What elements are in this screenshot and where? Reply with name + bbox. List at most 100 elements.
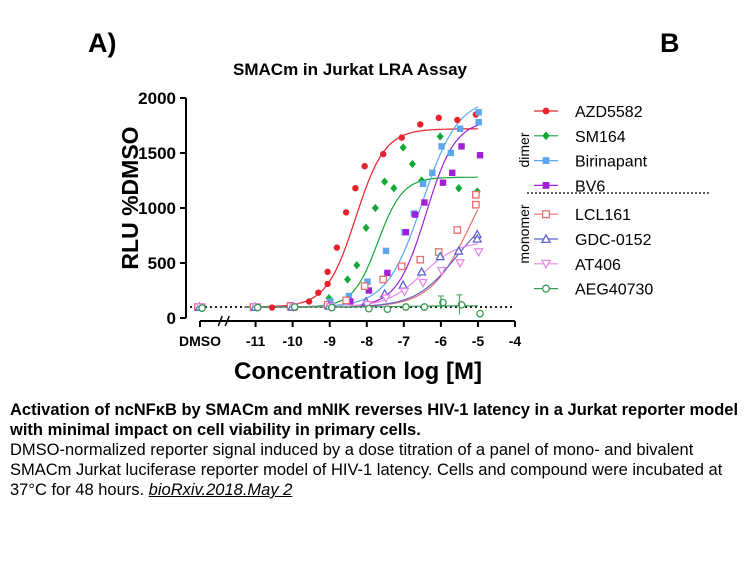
point-lcl161-6 <box>379 275 388 284</box>
point-bv6-11 <box>449 169 456 176</box>
x-tick-label-6: -6 <box>435 333 448 349</box>
point-aeg40730-3 <box>327 303 336 312</box>
series-lcl161 <box>194 190 480 311</box>
data-points <box>194 109 484 318</box>
point-azd5582-14 <box>417 121 424 128</box>
legend-label-1: SM164 <box>575 129 626 146</box>
legend-item-birinapant: Birinapant <box>534 154 648 171</box>
x-tick-label-4: -8 <box>361 333 374 349</box>
caption-body: DMSO-normalized reporter signal induced … <box>10 440 754 500</box>
point-bv6-8 <box>411 211 419 218</box>
legend-item-at406: AT406 <box>534 257 621 274</box>
series-aeg40730 <box>198 298 484 318</box>
x-tick-label-1: -11 <box>246 333 266 349</box>
caption-text: DMSO-normalized reporter signal induced … <box>10 441 723 499</box>
citation-link[interactable]: bioRxiv.2018.May 2 <box>148 481 293 499</box>
point-at406-6 <box>399 287 410 297</box>
point-azd5582-12 <box>379 150 387 158</box>
point-sm164-8 <box>381 177 389 186</box>
panel-label-b: B <box>660 28 680 58</box>
point-birinapant-12 <box>447 149 455 157</box>
point-azd5582-16 <box>454 116 461 124</box>
caption-title: Activation of ncNFκB by SMACm and mNIK r… <box>10 401 739 439</box>
point-azd5582-10 <box>352 185 359 192</box>
point-lcl161-12 <box>471 190 480 199</box>
point-lcl161-8 <box>416 255 425 264</box>
legend: AZD5582 SM164 Birinapant BV6 LCL161 GDC-0152 A… <box>516 104 710 299</box>
legend-marker-2 <box>542 157 550 164</box>
point-sm164-6 <box>362 223 370 232</box>
legend-label-4: LCL161 <box>575 207 631 224</box>
figure-caption: Activation of ncNFκB by SMACm and mNIK r… <box>10 400 754 500</box>
legend-item-aeg40730: AEG40730 <box>534 282 653 299</box>
point-bv6-5 <box>365 287 373 294</box>
point-azd5582-15 <box>435 114 442 122</box>
point-bv6-7 <box>402 229 410 236</box>
point-aeg40730-5 <box>383 305 392 314</box>
panel-label-a: A) <box>88 28 117 58</box>
point-birinapant-11 <box>438 143 445 150</box>
legend-label-6: AT406 <box>575 257 621 274</box>
point-aeg40730-10 <box>476 309 484 318</box>
point-lcl161-11 <box>471 200 480 209</box>
y-axis-label: RLU %DMSO <box>117 126 143 269</box>
legend-item-gdc-0152: GDC-0152 <box>534 232 652 249</box>
point-azd5582-8 <box>333 244 341 251</box>
axis-break-right <box>224 315 230 327</box>
y-tick-label-4: 2000 <box>138 89 176 108</box>
point-birinapant-4 <box>345 292 353 300</box>
point-gdc-0152-9 <box>453 245 464 255</box>
point-birinapant-10 <box>429 169 436 176</box>
legend-marker-6 <box>540 259 552 270</box>
point-gdc-0152-7 <box>416 266 427 276</box>
x-axis-label: Concentration log [M] <box>234 358 482 385</box>
curve-azd5582 <box>244 128 478 308</box>
point-lcl161-4 <box>342 296 350 305</box>
point-sm164-7 <box>371 203 379 213</box>
point-bv6-9 <box>421 199 428 206</box>
legend-label-7: AEG40730 <box>575 282 653 299</box>
chart-title: SMACm in Jurkat LRA Assay <box>233 60 468 79</box>
curve-aeg40730 <box>244 305 478 308</box>
figure-panel: A) B SMACm in Jurkat LRA Assay 0 500 1000 1… <box>88 28 710 385</box>
point-sm164-10 <box>399 143 407 152</box>
point-birinapant-13 <box>456 125 464 132</box>
point-azd5582-4 <box>305 298 313 305</box>
point-at406-8 <box>436 266 447 276</box>
point-birinapant-9 <box>419 180 427 187</box>
legend-label-0: AZD5582 <box>575 104 643 121</box>
legend-label-3: BV6 <box>575 178 605 195</box>
legend-group-monomer: monomer <box>516 204 532 263</box>
series-gdc-0152 <box>194 229 483 311</box>
x-tick-label-5: -7 <box>398 333 411 349</box>
y-tick-label-1: 500 <box>148 254 176 273</box>
series-bv6 <box>198 143 484 311</box>
point-bv6-13 <box>476 152 484 159</box>
point-azd5582-5 <box>315 289 322 296</box>
point-gdc-0152-11 <box>472 233 483 243</box>
point-aeg40730-4 <box>365 304 373 313</box>
point-lcl161-5 <box>360 282 369 290</box>
point-azd5582-6 <box>324 268 331 275</box>
point-azd5582-13 <box>398 134 405 141</box>
point-sm164-9 <box>390 184 398 193</box>
point-at406-7 <box>418 278 428 288</box>
dose-response-chart: A) B SMACm in Jurkat LRA Assay 0 500 1000 1… <box>88 28 710 385</box>
legend-marker-1 <box>542 131 550 141</box>
point-bv6-10 <box>439 179 447 186</box>
point-at406-5 <box>381 294 391 304</box>
legend-label-5: GDC-0152 <box>575 232 652 249</box>
point-aeg40730-7 <box>420 303 429 311</box>
point-gdc-0152-6 <box>398 279 409 289</box>
legend-marker-5 <box>540 233 552 244</box>
legend-item-lcl161: LCL161 <box>534 207 631 224</box>
point-gdc-0152-8 <box>435 251 446 261</box>
point-sm164-4 <box>344 275 352 284</box>
curve-at406 <box>244 243 478 308</box>
y-tick-label-3: 1500 <box>138 144 176 163</box>
y-tick-label-2: 1000 <box>138 199 176 218</box>
legend-marker-0 <box>542 107 550 115</box>
point-birinapant-5 <box>364 278 371 285</box>
point-sm164-13 <box>436 132 444 141</box>
legend-marker-3 <box>542 182 550 189</box>
